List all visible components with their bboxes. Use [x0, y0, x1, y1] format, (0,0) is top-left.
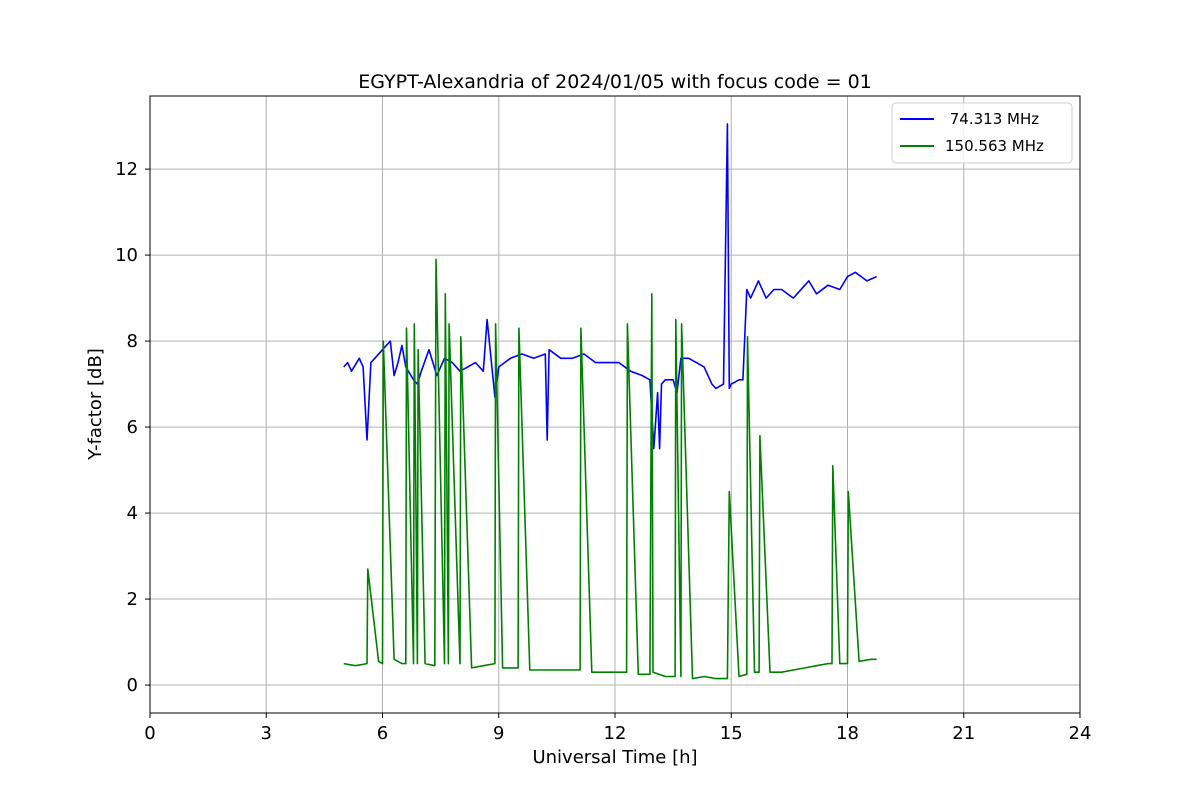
x-tick-label: 6 — [377, 723, 388, 744]
x-tick-label: 15 — [720, 723, 743, 744]
x-tick-label: 0 — [144, 723, 155, 744]
y-tick-label: 4 — [127, 503, 138, 524]
y-axis-ticks: 0 2 4 6 8 10 12 — [115, 159, 150, 696]
x-tick-label: 3 — [261, 723, 272, 744]
y-tick-label: 8 — [127, 331, 138, 352]
legend-box — [891, 102, 1073, 164]
grid-lines — [149, 96, 1081, 713]
series-lines — [343, 123, 877, 680]
x-axis-ticks: 0 3 6 9 12 15 18 21 24 — [144, 713, 1091, 744]
x-tick-label: 24 — [1069, 723, 1092, 744]
y-tick-label: 0 — [127, 675, 138, 696]
y-tick-label: 10 — [115, 245, 138, 266]
series-line-2 — [343, 258, 877, 680]
x-tick-label: 21 — [952, 723, 975, 744]
x-axis-label: Universal Time [h] — [532, 747, 697, 768]
series-line-1 — [343, 123, 877, 450]
y-axis-label: Y-factor [dB] — [85, 348, 106, 461]
y-tick-label: 12 — [115, 159, 138, 180]
y-tick-label: 6 — [127, 417, 138, 438]
legend: 74.313 MHz 150.563 MHz — [891, 102, 1073, 164]
x-tick-label: 18 — [836, 723, 859, 744]
y-tick-label: 2 — [127, 589, 138, 610]
x-tick-label: 9 — [493, 723, 504, 744]
chart-title: EGYPT-Alexandria of 2024/01/05 with focu… — [358, 71, 872, 93]
legend-label-series-2: 150.563 MHz — [945, 137, 1044, 155]
x-tick-label: 12 — [604, 723, 627, 744]
legend-label-series-1: 74.313 MHz — [945, 110, 1039, 128]
